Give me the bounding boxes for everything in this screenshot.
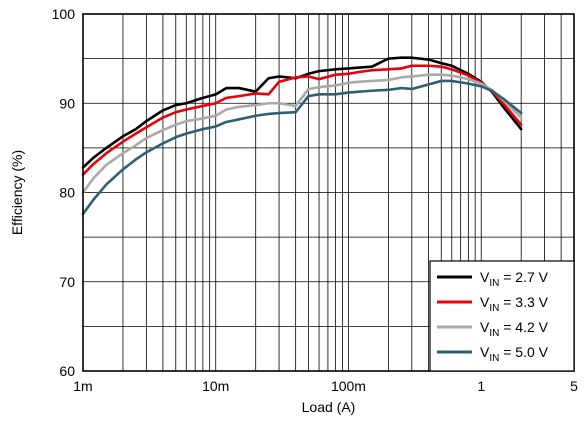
x-tick-label: 100m <box>331 378 366 394</box>
legend-label: VIN = 5.0 V <box>480 344 549 364</box>
y-tick-label: 90 <box>59 95 75 111</box>
tick-labels: 1m 10m 100m 1 5 60 70 80 90 100 <box>52 6 578 394</box>
series-lines <box>81 56 523 216</box>
series-line <box>81 64 523 176</box>
x-tick-label: 1m <box>73 378 92 394</box>
series-line <box>81 73 523 194</box>
plot-frame <box>82 13 575 372</box>
series-line <box>81 79 523 216</box>
y-tick-label: 80 <box>59 185 75 201</box>
x-tick-label: 5 <box>570 378 578 394</box>
y-axis-label: Efficiency (%) <box>9 150 25 235</box>
legend-label: VIN = 4.2 V <box>480 319 549 339</box>
legend-label: VIN = 2.7 V <box>480 269 549 289</box>
y-tick-label: 60 <box>59 363 75 379</box>
legend-label: VIN = 3.3 V <box>480 294 549 314</box>
y-tick-label: 70 <box>59 274 75 290</box>
x-axis-label: Load (A) <box>302 399 356 415</box>
y-tick-label: 100 <box>52 6 76 22</box>
x-tick-label: 10m <box>202 378 229 394</box>
legend: VIN = 2.7 V VIN = 3.3 V VIN = 4.2 V VIN = 5… <box>429 260 575 372</box>
x-tick-label: 1 <box>477 378 485 394</box>
